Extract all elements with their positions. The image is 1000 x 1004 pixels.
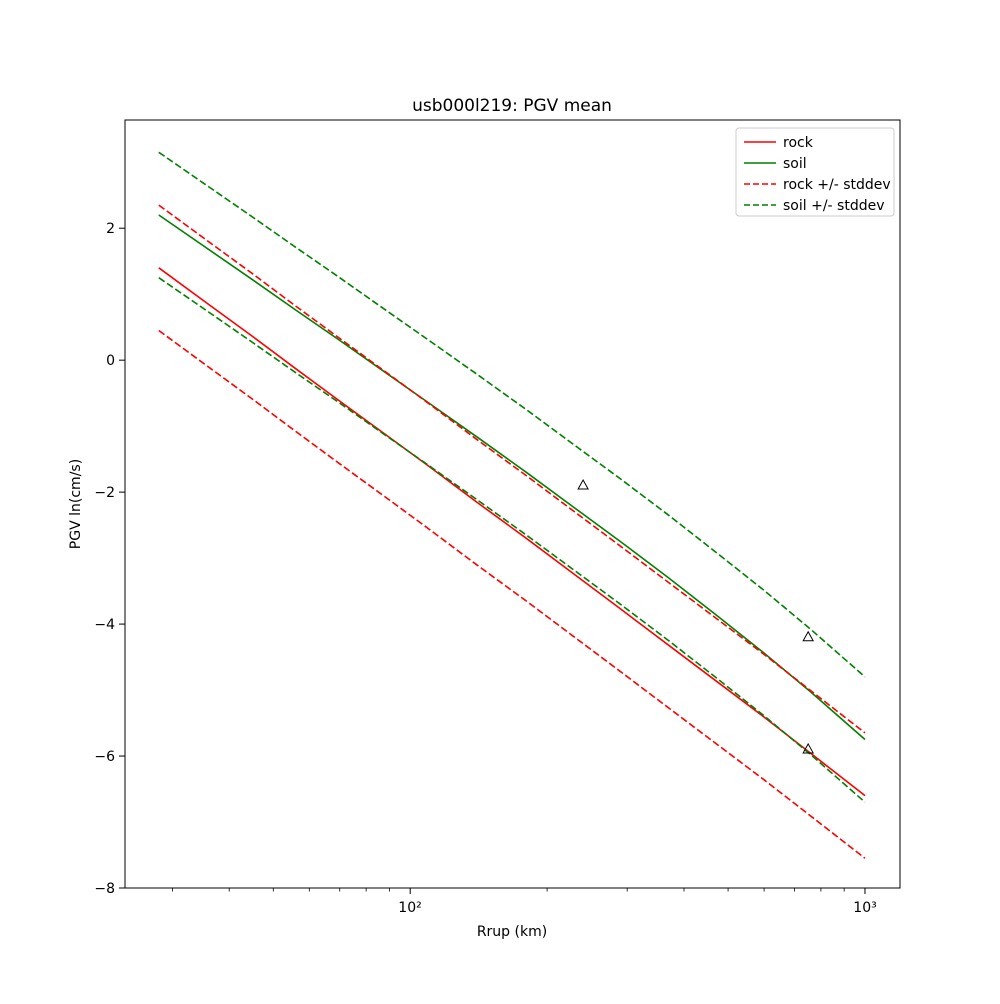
series-soil — [158, 214, 866, 741]
series-soil-stddev — [158, 151, 866, 678]
chart-layer — [119, 151, 866, 894]
y-tick-label: 2 — [106, 221, 115, 237]
series-rock-stddev — [158, 329, 866, 859]
observation-marker — [802, 630, 815, 642]
y-tick-label: −4 — [94, 617, 115, 633]
y-axis-label: PGV ln(cm/s) — [68, 459, 84, 549]
y-tick-label: −6 — [94, 749, 115, 765]
y-tick-label: −8 — [94, 881, 115, 897]
series-rock-stddev — [158, 204, 866, 734]
series-soil-stddev — [158, 277, 866, 803]
legend-label-rock: rock — [783, 135, 814, 151]
x-tick-label: 10³ — [853, 900, 876, 916]
y-tick-label: 0 — [106, 353, 115, 369]
legend-label-soil-stddev: soil +/- stddev — [783, 198, 885, 214]
axes-frame — [124, 119, 901, 889]
legend-label-rock-stddev: rock +/- stddev — [783, 177, 891, 193]
x-axis-label: Rrup (km) — [477, 924, 547, 940]
series-rock — [158, 267, 866, 797]
legend: rock soil rock +/- stddev soil +/- stdde… — [735, 127, 895, 217]
y-tick-label: −2 — [94, 485, 115, 501]
legend-box — [735, 127, 895, 217]
x-tick-label: 10² — [398, 900, 421, 916]
legend-label-soil: soil — [783, 156, 807, 172]
observation-marker — [802, 742, 815, 754]
observation-marker — [577, 478, 589, 490]
chart-title: usb000l219: PGV mean — [412, 96, 612, 116]
